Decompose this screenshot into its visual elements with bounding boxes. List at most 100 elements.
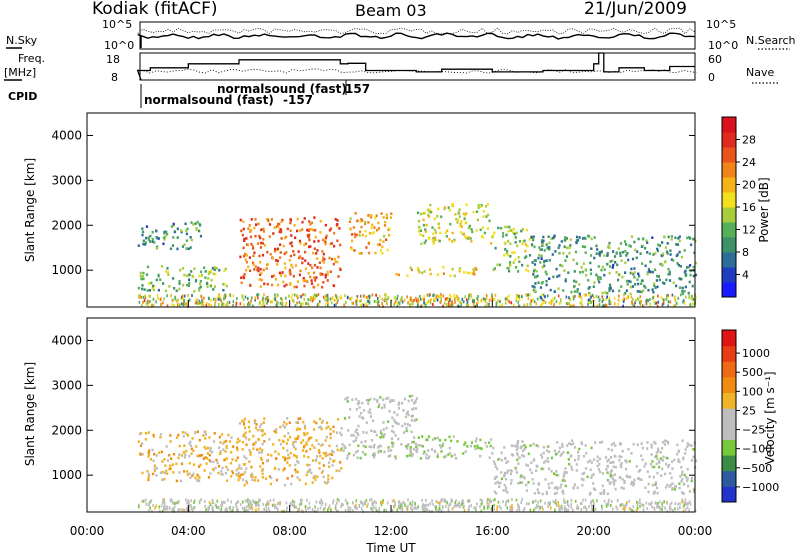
power-echo-region-7 — [608, 287, 611, 290]
power-near-range-echo — [485, 294, 488, 298]
velocity-near-range-echo — [535, 503, 538, 507]
velocity-echo-region-0 — [196, 454, 199, 458]
velocity-echo-region-1 — [289, 435, 292, 439]
velocity-echo-region-0 — [178, 444, 181, 448]
power-near-range-echo — [273, 297, 275, 301]
power-echo-region-7 — [595, 273, 598, 277]
velocity-echo-region-1 — [296, 460, 299, 463]
velocity-near-range-echo — [632, 509, 635, 513]
power-echo-region-7 — [653, 282, 656, 285]
velocity-echo-region-3 — [479, 438, 482, 442]
power-near-range-echo — [309, 298, 311, 302]
velocity-echo-region-4 — [517, 440, 520, 443]
velocity-echo-region-4 — [656, 471, 659, 475]
power-near-range-echo — [275, 303, 278, 307]
velocity-echo-region-4 — [685, 475, 688, 479]
power-echo-region-7 — [644, 246, 647, 250]
velocity-echo-region-0 — [141, 471, 144, 475]
power-near-range-echo — [690, 297, 693, 301]
power-echo-region-3 — [382, 216, 385, 219]
velocity-echo-region-3 — [456, 440, 459, 443]
velocity-echo-region-1 — [269, 482, 273, 486]
velocity-echo-region-1 — [313, 475, 316, 478]
power-echo-region-7 — [572, 258, 575, 262]
power-echo-region-7 — [550, 237, 553, 241]
xtick-label-3: 12:00 — [374, 524, 409, 538]
power-echo-region-7 — [540, 282, 543, 285]
power-echo-region-5 — [468, 224, 471, 228]
velocity-echo-region-2 — [385, 397, 388, 400]
power-echo-region-7 — [609, 260, 612, 263]
velocity-echo-region-4 — [506, 460, 509, 463]
power-echo-region-7 — [593, 256, 596, 260]
velocity-echo-region-0 — [163, 471, 166, 475]
power-near-range-echo — [515, 299, 517, 303]
power-echo-region-5 — [417, 219, 421, 223]
power-echo-region-2 — [324, 242, 327, 246]
velocity-echo-region-4 — [581, 477, 584, 481]
velocity-near-range-echo — [579, 502, 582, 506]
power-near-range-echo — [457, 296, 460, 300]
velocity-echo-region-0 — [158, 451, 161, 455]
power-echo-region-7 — [603, 254, 606, 257]
power-echo-region-0 — [213, 285, 216, 288]
velocity-near-range-echo — [148, 501, 151, 505]
velocity-near-range-echo — [653, 507, 656, 511]
nsky-series-line — [137, 32, 696, 48]
power-near-range-echo — [518, 297, 521, 301]
velocity-near-range-echo — [413, 506, 415, 510]
power-near-range-echo — [439, 295, 441, 299]
power-echo-region-7 — [638, 290, 641, 293]
power-echo-region-3 — [388, 227, 391, 231]
velocity-near-range-echo — [174, 505, 176, 509]
power-near-range-echo — [259, 300, 261, 304]
velocity-echo-region-4 — [601, 472, 604, 475]
velocity-near-range-echo — [674, 507, 676, 511]
power-echo-region-7 — [540, 257, 543, 260]
velocity-echo-region-1 — [272, 443, 275, 446]
power-near-range-echo — [226, 304, 229, 308]
velocity-echo-region-4 — [589, 491, 592, 495]
power-echo-region-7 — [532, 237, 535, 240]
velocity-near-range-echo — [265, 505, 267, 509]
velocity-echo-region-4 — [651, 483, 654, 487]
velocity-echo-region-1 — [324, 454, 327, 458]
velocity-echo-region-4 — [545, 449, 549, 453]
power-near-range-echo — [296, 294, 299, 298]
velocity-echo-region-1 — [339, 449, 342, 452]
power-echo-region-7 — [675, 284, 678, 288]
velocity-echo-region-0 — [220, 433, 224, 436]
power-echo-region-5 — [438, 239, 441, 243]
power-echo-region-2 — [279, 251, 282, 254]
power-echo-region-2 — [259, 246, 263, 249]
velocity-near-range-echo — [521, 498, 523, 502]
power-echo-region-7 — [606, 262, 609, 266]
power-echo-region-2 — [250, 218, 253, 221]
velocity-echo-region-1 — [242, 433, 246, 436]
power-echo-region-3 — [353, 249, 356, 252]
velocity-echo-region-0 — [165, 469, 168, 473]
velocity-near-range-echo — [626, 501, 628, 505]
velocity-near-range-echo — [337, 509, 339, 513]
power-near-range-echo — [355, 300, 357, 303]
velocity-near-range-echo — [549, 501, 551, 505]
velocity-echo-region-4 — [541, 492, 544, 496]
velocity-near-range-echo — [190, 506, 193, 510]
velocity-echo-region-3 — [462, 452, 465, 455]
power-echo-region-7 — [629, 245, 632, 248]
velocity-echo-region-3 — [476, 444, 479, 448]
velocity-near-range-echo — [429, 502, 432, 506]
power-near-range-echo — [183, 301, 185, 305]
power-near-range-echo — [494, 293, 497, 297]
velocity-near-range-echo — [423, 508, 425, 512]
velocity-near-range-echo — [489, 498, 491, 502]
velocity-echo-region-3 — [440, 450, 443, 453]
power-echo-region-6 — [515, 231, 518, 235]
power-near-range-echo — [602, 298, 605, 302]
velocity-near-range-echo — [605, 504, 608, 508]
power-near-range-echo — [381, 297, 384, 301]
power-echo-region-2 — [303, 217, 306, 220]
power-echo-region-3 — [358, 252, 361, 255]
power-echo-region-0 — [186, 283, 189, 287]
power-echo-region-2 — [308, 228, 311, 231]
